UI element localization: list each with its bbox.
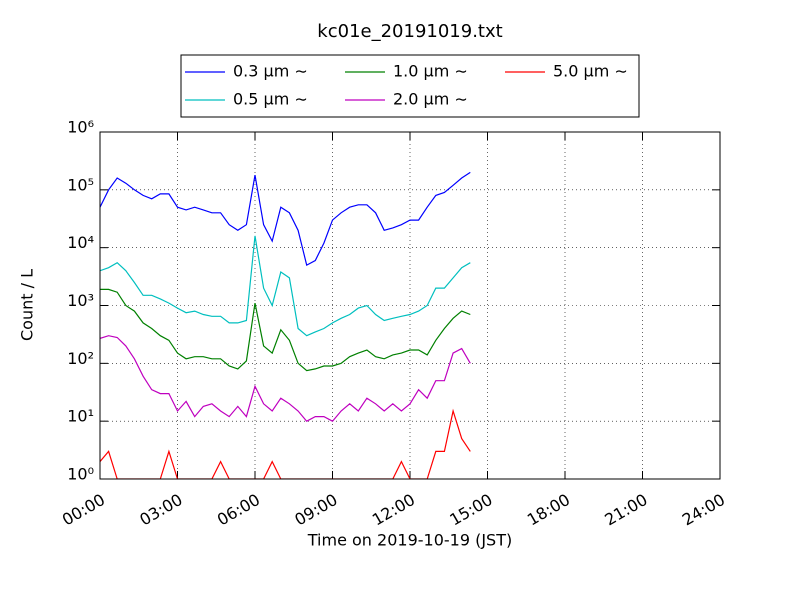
plot-frame [99, 131, 721, 480]
x-tick-label: 24:00 [679, 490, 728, 530]
y-tick-label: 10⁶ [67, 118, 94, 137]
legend-label: 0.5 μm ∼ [233, 90, 308, 109]
legend-label: 1.0 μm ∼ [393, 62, 468, 81]
x-tick-label: 00:00 [59, 490, 108, 530]
data-line [100, 235, 471, 337]
x-tick-label: 12:00 [369, 490, 418, 530]
x-axis-label: Time on 2019-10-19 (JST) [307, 531, 512, 550]
x-tick-label: 03:00 [136, 490, 185, 530]
data-line [100, 335, 471, 422]
y-tick-label: 10⁵ [67, 175, 94, 194]
legend-label: 0.3 μm ∼ [233, 62, 308, 81]
legend-label: 5.0 μm ∼ [553, 62, 628, 81]
legend-box [180, 54, 640, 118]
chart-title: kc01e_20191019.txt [317, 21, 502, 42]
y-axis-label: Count / L [18, 269, 37, 341]
y-tick-label: 10³ [67, 291, 94, 310]
y-tick-label: 10² [67, 349, 94, 368]
data-line [100, 171, 471, 266]
legend-label: 2.0 μm ∼ [393, 90, 468, 109]
x-tick-label: 06:00 [214, 490, 263, 530]
y-tick-label: 10⁰ [67, 465, 94, 484]
x-tick-label: 09:00 [291, 490, 340, 530]
x-tick-label: 15:00 [446, 490, 495, 530]
x-tick-label: 18:00 [524, 490, 573, 530]
y-tick-label: 10⁴ [67, 233, 94, 252]
data-line [100, 408, 471, 479]
y-tick-label: 10¹ [67, 407, 94, 426]
data-line [100, 288, 471, 372]
x-tick-label: 21:00 [601, 490, 650, 530]
